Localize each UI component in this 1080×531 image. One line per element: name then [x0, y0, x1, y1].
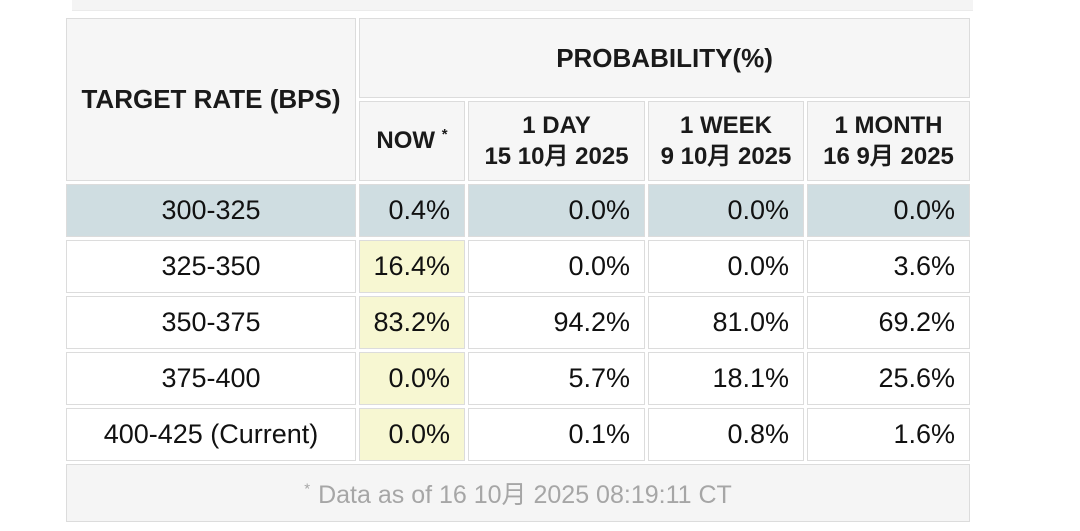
data-as-of-footnote: * Data as of 16 10月 2025 08:19:11 CT [66, 464, 971, 522]
month-value-cell: 69.2% [807, 296, 971, 349]
day-value-cell: 5.7% [468, 352, 645, 405]
clipped-row-above-strip [72, 0, 973, 11]
week-date: 9 10月 2025 [660, 143, 792, 170]
month-value-cell: 3.6% [807, 240, 971, 293]
now-value-cell: 0.0% [359, 352, 465, 405]
footnote-asterisk: * [304, 480, 311, 498]
footnote-text: Data as of 16 10月 2025 08:19:11 CT [318, 481, 732, 509]
rate-cell: 300-325 [66, 184, 356, 237]
week-value-cell: 0.0% [648, 184, 804, 237]
now-value-cell: 0.4% [359, 184, 465, 237]
week-value-cell: 0.0% [648, 240, 804, 293]
day-value-cell: 0.0% [468, 184, 645, 237]
month-value-cell: 25.6% [807, 352, 971, 405]
month-label: 1 MONTH [834, 111, 943, 139]
rate-cell: 325-350 [66, 240, 356, 293]
now-value-cell: 83.2% [359, 296, 465, 349]
table-row-400-425-current: 400-425 (Current) 0.0% 0.1% 0.8% 1.6% [66, 408, 971, 461]
day-date: 15 10月 2025 [484, 143, 629, 170]
day-value-cell: 94.2% [468, 296, 645, 349]
rate-cell: 350-375 [66, 296, 356, 349]
rate-probability-table: TARGET RATE (BPS) PROBABILITY(%) NOW * 1… [63, 15, 973, 525]
day-label: 1 DAY [522, 111, 591, 139]
rate-cell: 375-400 [66, 352, 356, 405]
month-value-cell: 1.6% [807, 408, 971, 461]
now-value-cell: 0.0% [359, 408, 465, 461]
day-value-cell: 0.1% [468, 408, 645, 461]
probability-group-header: PROBABILITY(%) [359, 18, 971, 98]
now-asterisk: * [441, 126, 448, 144]
col-header-1day: 1 DAY 15 10月 2025 [468, 101, 645, 181]
now-value-cell: 16.4% [359, 240, 465, 293]
week-value-cell: 0.8% [648, 408, 804, 461]
col-header-1week: 1 WEEK 9 10月 2025 [648, 101, 804, 181]
week-value-cell: 18.1% [648, 352, 804, 405]
target-rate-header: TARGET RATE (BPS) [66, 18, 356, 181]
table-row-375-400: 375-400 0.0% 5.7% 18.1% 25.6% [66, 352, 971, 405]
week-label: 1 WEEK [679, 111, 772, 139]
table-row-325-350: 325-350 16.4% 0.0% 0.0% 3.6% [66, 240, 971, 293]
col-header-1month: 1 MONTH 16 9月 2025 [807, 101, 971, 181]
day-value-cell: 0.0% [468, 240, 645, 293]
month-date: 16 9月 2025 [823, 143, 954, 170]
week-value-cell: 81.0% [648, 296, 804, 349]
now-label: NOW [376, 127, 436, 155]
col-header-now: NOW * [359, 101, 465, 181]
table-row-300-325: 300-325 0.4% 0.0% 0.0% 0.0% [66, 184, 971, 237]
month-value-cell: 0.0% [807, 184, 971, 237]
rate-cell: 400-425 (Current) [66, 408, 356, 461]
table-row-350-375: 350-375 83.2% 94.2% 81.0% 69.2% [66, 296, 971, 349]
